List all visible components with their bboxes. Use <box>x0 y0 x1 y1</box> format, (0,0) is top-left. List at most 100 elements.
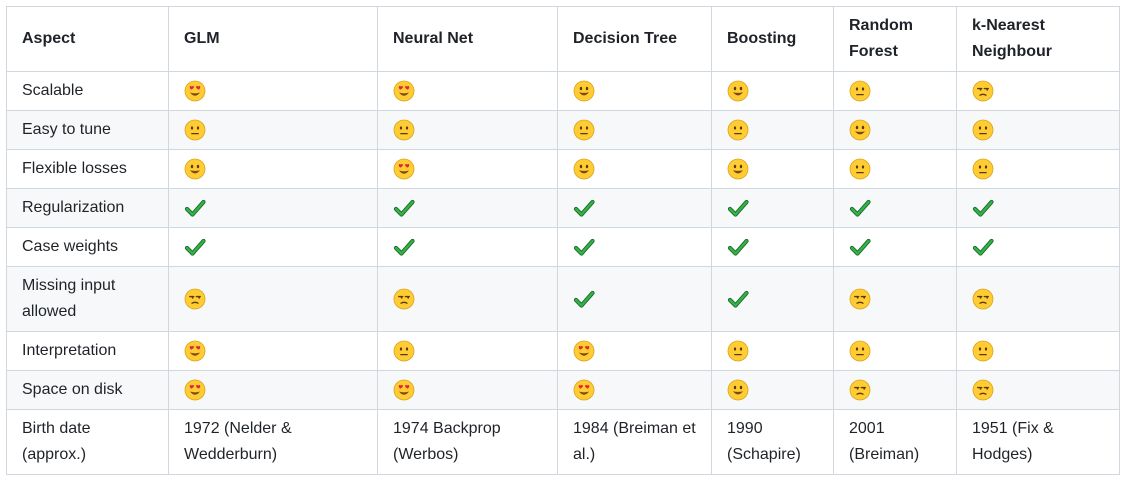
cell-random-forest <box>833 110 957 150</box>
cell-neural-net <box>377 71 558 111</box>
row-label: Flexible losses <box>6 149 169 189</box>
cell-k-nearest-neighbour <box>956 266 1120 332</box>
cell-random-forest <box>833 227 957 267</box>
cell-glm <box>168 188 378 228</box>
header-row: Aspect GLM Neural Net Decision Tree Boos… <box>6 6 1120 72</box>
cell-neural-net <box>377 110 558 150</box>
cell-glm <box>168 149 378 189</box>
comparison-table: Aspect GLM Neural Net Decision Tree Boos… <box>6 6 1120 475</box>
checkmark-icon <box>849 197 871 219</box>
checkmark-icon <box>727 236 749 258</box>
cell-random-forest <box>833 266 957 332</box>
checkmark-icon <box>573 197 595 219</box>
table-row-birth-date-approx: Birth date (approx.) 1972 (Nelder & Wedde… <box>6 409 1120 475</box>
unamused-face-icon <box>849 288 871 310</box>
cell-decision-tree <box>557 266 712 332</box>
cell-neural-net <box>377 331 558 371</box>
birth-date-boosting: 1990 (Schapire) <box>711 409 834 475</box>
table-row-case-weights: Case weights <box>6 227 1120 267</box>
neutral-face-icon <box>972 158 994 180</box>
cell-neural-net <box>377 266 558 332</box>
smiley-icon <box>849 119 871 141</box>
cell-k-nearest-neighbour <box>956 227 1120 267</box>
neutral-face-icon <box>972 340 994 362</box>
header-neural-net: Neural Net <box>377 6 558 72</box>
unamused-face-icon <box>972 80 994 102</box>
header-random-forest: Random Forest <box>833 6 957 72</box>
heart-eyes-icon <box>393 379 415 401</box>
checkmark-icon <box>727 197 749 219</box>
cell-boosting <box>711 266 834 332</box>
neutral-face-icon <box>972 119 994 141</box>
cell-k-nearest-neighbour <box>956 71 1120 111</box>
row-label: Easy to tune <box>6 110 169 150</box>
cell-boosting <box>711 110 834 150</box>
smiley-icon <box>573 80 595 102</box>
smiley-icon <box>184 158 206 180</box>
unamused-face-icon <box>972 288 994 310</box>
cell-glm <box>168 370 378 410</box>
cell-k-nearest-neighbour <box>956 149 1120 189</box>
table-row-easy-to-tune: Easy to tune <box>6 110 1120 150</box>
cell-decision-tree <box>557 188 712 228</box>
table-row-missing-input-allowed: Missing input allowed <box>6 266 1120 332</box>
row-label: Case weights <box>6 227 169 267</box>
heart-eyes-icon <box>573 379 595 401</box>
header-glm: GLM <box>168 6 378 72</box>
cell-k-nearest-neighbour <box>956 370 1120 410</box>
birth-date-random-forest: 2001 (Breiman) <box>833 409 957 475</box>
row-label: Missing input allowed <box>6 266 169 332</box>
neutral-face-icon <box>727 340 749 362</box>
heart-eyes-icon <box>393 158 415 180</box>
neutral-face-icon <box>393 119 415 141</box>
heart-eyes-icon <box>393 80 415 102</box>
checkmark-icon <box>849 236 871 258</box>
cell-neural-net <box>377 370 558 410</box>
cell-k-nearest-neighbour <box>956 188 1120 228</box>
cell-boosting <box>711 331 834 371</box>
cell-boosting <box>711 188 834 228</box>
cell-boosting <box>711 149 834 189</box>
table-row-flexible-losses: Flexible losses <box>6 149 1120 189</box>
checkmark-icon <box>727 288 749 310</box>
header-aspect: Aspect <box>6 6 169 72</box>
cell-decision-tree <box>557 110 712 150</box>
cell-neural-net <box>377 188 558 228</box>
heart-eyes-icon <box>184 379 206 401</box>
cell-neural-net <box>377 149 558 189</box>
birth-date-k-nearest-neighbour: 1951 (Fix & Hodges) <box>956 409 1120 475</box>
neutral-face-icon <box>849 80 871 102</box>
heart-eyes-icon <box>184 80 206 102</box>
table-row-interpretation: Interpretation <box>6 331 1120 371</box>
cell-decision-tree <box>557 149 712 189</box>
unamused-face-icon <box>849 379 871 401</box>
checkmark-icon <box>393 197 415 219</box>
header-k-nearest-neighbour: k-Nearest Neighbour <box>956 6 1120 72</box>
cell-k-nearest-neighbour <box>956 110 1120 150</box>
neutral-face-icon <box>393 340 415 362</box>
checkmark-icon <box>184 236 206 258</box>
cell-k-nearest-neighbour <box>956 331 1120 371</box>
cell-boosting <box>711 227 834 267</box>
smiley-icon <box>573 158 595 180</box>
checkmark-icon <box>393 236 415 258</box>
cell-glm <box>168 71 378 111</box>
header-decision-tree: Decision Tree <box>557 6 712 72</box>
smiley-icon <box>727 379 749 401</box>
cell-decision-tree <box>557 71 712 111</box>
cell-decision-tree <box>557 227 712 267</box>
cell-decision-tree <box>557 331 712 371</box>
cell-boosting <box>711 370 834 410</box>
heart-eyes-icon <box>573 340 595 362</box>
header-boosting: Boosting <box>711 6 834 72</box>
checkmark-icon <box>972 236 994 258</box>
neutral-face-icon <box>573 119 595 141</box>
cell-glm <box>168 110 378 150</box>
unamused-face-icon <box>393 288 415 310</box>
birth-date-decision-tree: 1984 (Breiman et al.) <box>557 409 712 475</box>
cell-decision-tree <box>557 370 712 410</box>
heart-eyes-icon <box>184 340 206 362</box>
neutral-face-icon <box>849 158 871 180</box>
table-row-scalable: Scalable <box>6 71 1120 111</box>
checkmark-icon <box>184 197 206 219</box>
